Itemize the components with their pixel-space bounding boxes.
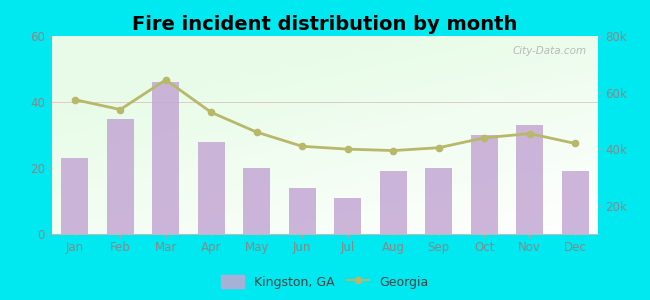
Legend: Kingston, GA, Georgia: Kingston, GA, Georgia bbox=[216, 270, 434, 294]
Text: Fire incident distribution by month: Fire incident distribution by month bbox=[133, 15, 517, 34]
Bar bbox=[61, 158, 88, 234]
Bar bbox=[289, 188, 316, 234]
Bar bbox=[562, 171, 589, 234]
Bar bbox=[516, 125, 543, 234]
Bar bbox=[425, 168, 452, 234]
Bar bbox=[380, 171, 407, 234]
Text: City-Data.com: City-Data.com bbox=[513, 46, 587, 56]
Bar bbox=[107, 118, 134, 234]
Bar bbox=[471, 135, 498, 234]
Bar bbox=[198, 142, 225, 234]
Bar bbox=[243, 168, 270, 234]
Bar bbox=[334, 198, 361, 234]
Bar bbox=[152, 82, 179, 234]
